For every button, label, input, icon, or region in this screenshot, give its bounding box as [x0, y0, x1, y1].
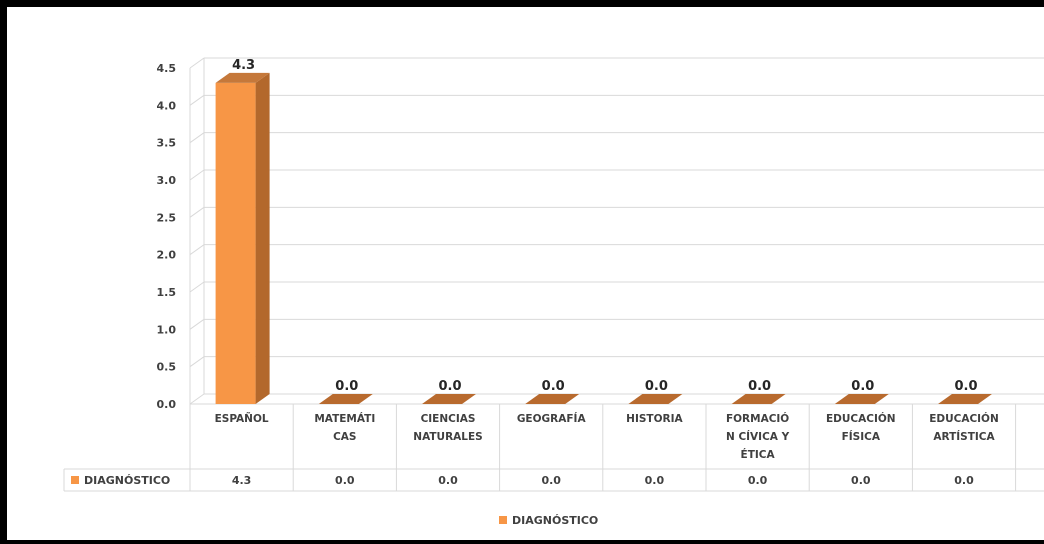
gridline-side — [189, 57, 205, 69]
gridline-side — [189, 94, 205, 106]
gridline-side — [189, 206, 205, 218]
legend-key — [71, 476, 79, 484]
data-label: 0.0 — [542, 379, 565, 394]
y-tick-label: 4.5 — [157, 62, 177, 75]
category-label: ESPAÑOL — [215, 412, 269, 425]
category-label: N CÍVICA Y — [726, 430, 790, 443]
table-cell: 0.0 — [645, 474, 665, 487]
table-cell: 0.0 — [851, 474, 871, 487]
y-tick-label: 4.0 — [157, 99, 177, 112]
bar-flat — [422, 394, 476, 404]
y-tick-label: 0.0 — [157, 398, 177, 411]
gridline-side — [189, 281, 205, 293]
category-label: ARTÍSTICA — [933, 430, 995, 443]
category-label: CIENCIAS — [421, 413, 476, 425]
data-label: 0.0 — [335, 379, 358, 394]
category-label: NATURALES — [413, 431, 482, 443]
category-label: FORMACIÓ — [726, 412, 789, 425]
data-label: 0.0 — [645, 379, 668, 394]
legend-label: DIAGNÓSTICO — [512, 514, 598, 527]
table-cell: 0.0 — [335, 474, 355, 487]
category-label: MATEMÁTI — [314, 412, 375, 425]
bar-flat — [938, 394, 992, 404]
category-label: EDUCACIÓN — [826, 412, 896, 425]
bar-side — [255, 72, 270, 404]
bar-flat — [731, 394, 786, 404]
y-tick-label: 1.5 — [157, 286, 177, 299]
gridline-side — [189, 132, 205, 144]
category-label: GEOGRAFÍA — [517, 412, 587, 425]
category-label: CAS — [333, 431, 356, 443]
bar-flat — [628, 394, 683, 404]
category-label: ÉTICA — [741, 448, 776, 461]
data-label: 0.0 — [954, 379, 977, 394]
legend-swatch — [499, 516, 507, 524]
table-cell: 0.0 — [748, 474, 768, 487]
bar-flat — [318, 394, 373, 404]
y-tick-label: 2.5 — [157, 211, 177, 224]
table-row-label: DIAGNÓSTICO — [84, 474, 170, 487]
bar-flat — [834, 394, 889, 404]
gridline-side — [189, 356, 205, 368]
table-cell: 0.0 — [438, 474, 458, 487]
bar-top — [215, 72, 270, 83]
category-label: EDUCACIÓN — [929, 412, 999, 425]
table-cell: 0.0 — [954, 474, 974, 487]
data-label: 0.0 — [438, 379, 461, 394]
y-tick-label: 2.0 — [157, 249, 177, 262]
gridline-side — [189, 244, 205, 256]
y-tick-label: 3.0 — [157, 174, 177, 187]
y-tick-label: 3.5 — [157, 137, 177, 150]
category-label: HISTORIA — [626, 413, 683, 425]
category-label: FÍSICA — [842, 430, 881, 443]
y-tick-label: 1.0 — [157, 323, 177, 336]
gridline-side — [189, 318, 205, 330]
y-tick-label: 0.5 — [157, 361, 177, 374]
bar-flat — [525, 394, 580, 404]
data-label: 0.0 — [748, 379, 771, 394]
data-label: 4.3 — [232, 58, 255, 73]
bar — [215, 82, 256, 404]
gridline-side — [189, 393, 205, 405]
gridline-side — [189, 169, 205, 181]
table-cell: 0.0 — [541, 474, 561, 487]
data-label: 0.0 — [851, 379, 874, 394]
table-cell: 4.3 — [232, 474, 252, 487]
